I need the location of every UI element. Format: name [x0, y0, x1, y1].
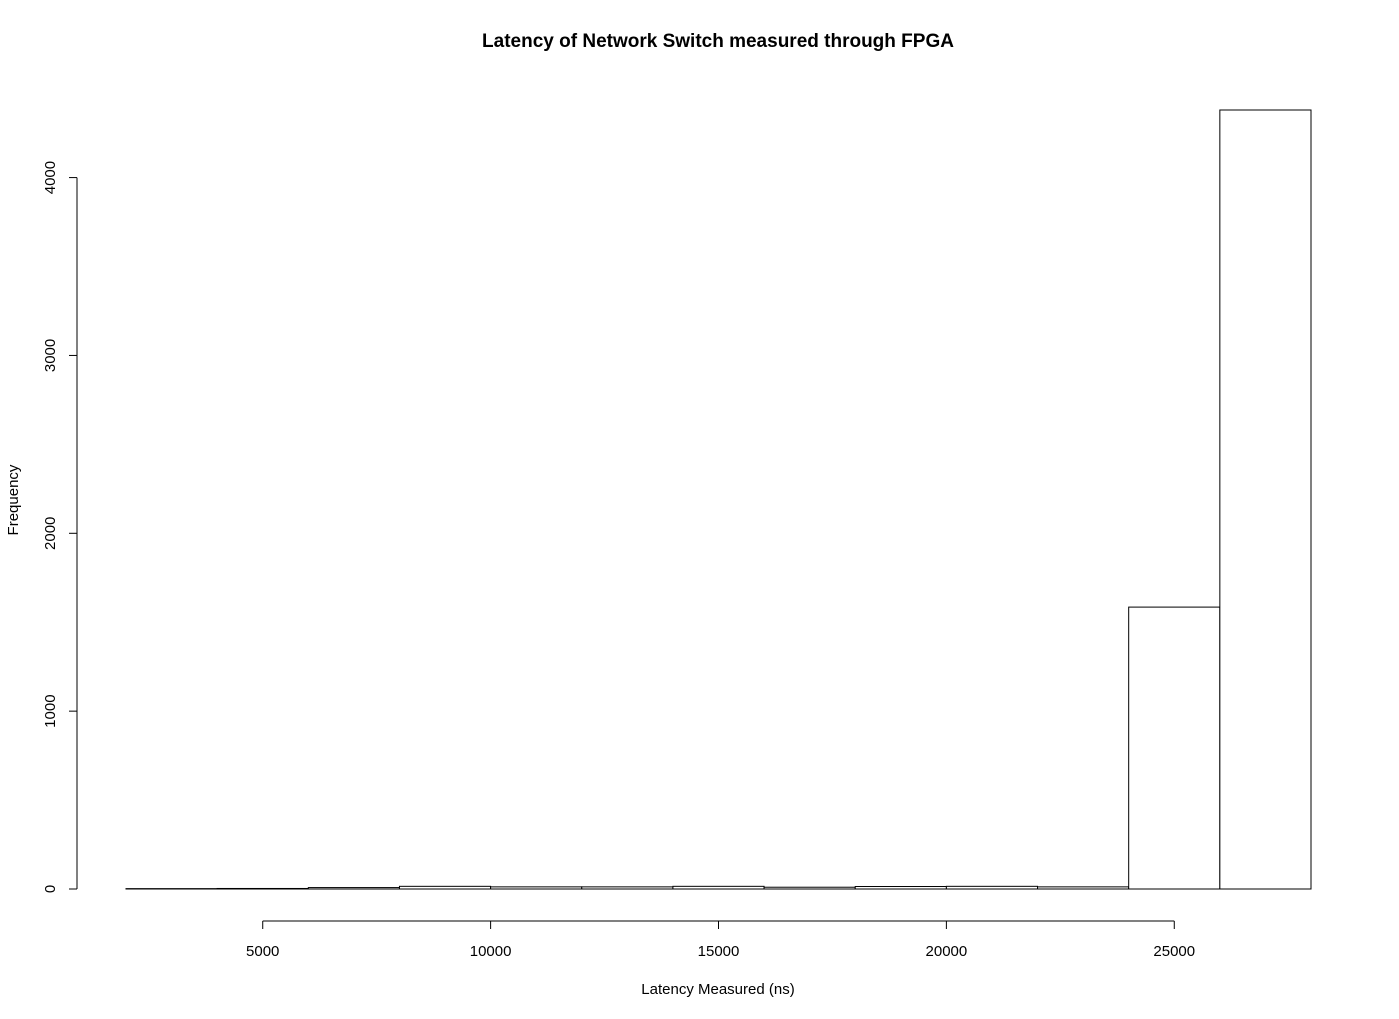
- histogram-bar-5: [581, 886, 674, 890]
- y-tick-label: 2000: [42, 517, 59, 550]
- x-tick-label: 5000: [246, 943, 279, 960]
- histogram-bar-8: [854, 886, 947, 890]
- y-tick-label: 4000: [42, 161, 59, 194]
- x-axis-label: Latency Measured (ns): [641, 981, 794, 998]
- histogram-bar-1: [216, 887, 309, 890]
- x-tick-label: 20000: [926, 943, 968, 960]
- y-tick-label: 0: [42, 885, 59, 893]
- histogram-bar-3: [398, 885, 492, 890]
- y-axis-label: Frequency: [5, 464, 22, 535]
- histogram-bar-6: [672, 885, 765, 890]
- histogram-bar-9: [945, 885, 1039, 890]
- histogram-bar-10: [1037, 886, 1130, 890]
- x-tick-label: 15000: [698, 943, 740, 960]
- x-tick-label: 25000: [1153, 943, 1195, 960]
- y-axis: 0 1000 2000 3000 4000: [42, 161, 78, 893]
- histogram-bar-4: [490, 886, 583, 890]
- histogram-bar-7: [763, 886, 856, 890]
- chart-title: Latency of Network Switch measured throu…: [482, 31, 954, 52]
- histogram-bar-12: [1219, 109, 1312, 890]
- y-tick-label: 3000: [42, 339, 59, 372]
- x-axis: 5000 10000 15000 20000 25000: [246, 920, 1195, 960]
- histogram-bar-11: [1128, 606, 1221, 890]
- histogram-bar-2: [307, 887, 400, 890]
- y-tick-label: 1000: [42, 694, 59, 727]
- bars-group: [125, 109, 1312, 890]
- x-tick-label: 10000: [470, 943, 512, 960]
